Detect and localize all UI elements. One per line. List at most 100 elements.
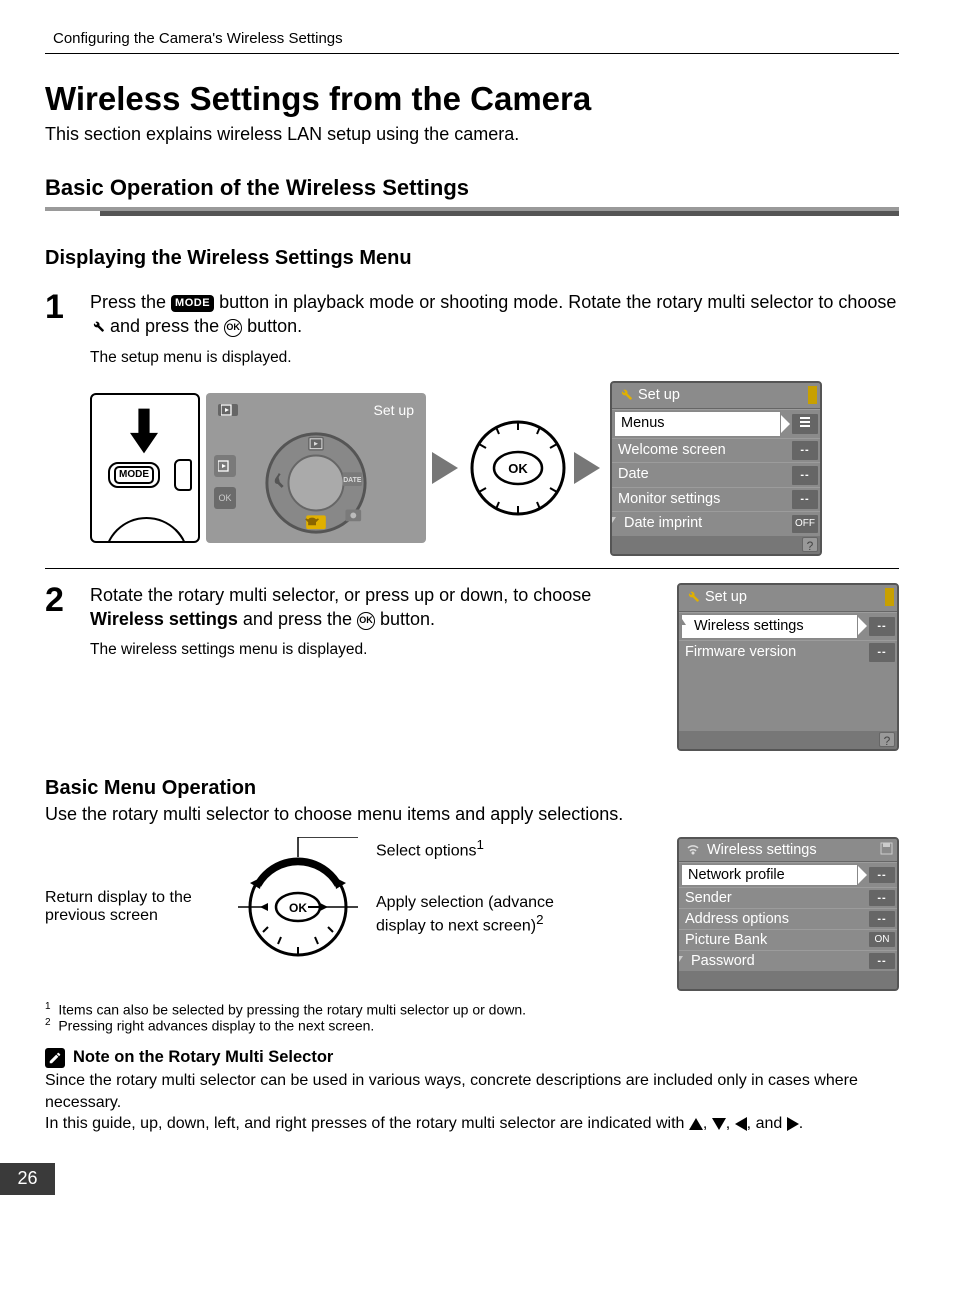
setup-menu-2: Set up Wireless settings -- Firmware ver… — [677, 583, 899, 751]
menu-label: Picture Bank — [679, 930, 869, 950]
note-heading: Note on the Rotary Multi Selector — [45, 1048, 899, 1068]
menu-value: -- — [792, 466, 818, 485]
step2-bold: Wireless settings — [90, 609, 238, 629]
menu-value: ON — [869, 932, 895, 947]
menu-value: -- — [869, 890, 895, 906]
setup-menu-1: Set up Menus Welcome screen -- — [610, 381, 822, 556]
step1-graphics: MODE Set up — [90, 381, 899, 556]
step1-text-c: and press the — [110, 316, 224, 336]
subsection-heading: Displaying the Wireless Settings Menu — [45, 247, 899, 270]
svg-text:OK: OK — [289, 901, 307, 915]
down-triangle-icon — [712, 1118, 726, 1130]
menu-title: Set up — [705, 589, 747, 605]
menu-value: -- — [869, 911, 895, 927]
bmo-right-caption-1: Select options1 — [376, 837, 576, 860]
arrow-right-icon — [574, 452, 604, 484]
menu-row-network-profile: Network profile -- — [679, 862, 897, 887]
menu-value: -- — [869, 953, 895, 969]
menu-label: Network profile — [681, 864, 858, 886]
scrollbar-icon — [808, 386, 817, 404]
help-icon: ? — [802, 537, 818, 552]
up-triangle-icon — [689, 1118, 703, 1130]
menu-label: Date imprint — [618, 515, 702, 531]
rotary-dial-icon: OK — [468, 418, 568, 518]
menu-value: -- — [869, 617, 895, 636]
mode-button: MODE — [108, 462, 160, 488]
wireless-icon — [685, 842, 701, 860]
rotary-selector-diagram: OK — [238, 837, 358, 967]
camera-mode-panel: MODE — [90, 393, 200, 543]
menu-row: Password -- — [679, 950, 897, 971]
help-icon: ? — [879, 732, 895, 747]
menu-value: -- — [792, 490, 818, 509]
wrench-icon — [90, 315, 105, 339]
menu-label: Menus — [614, 411, 781, 437]
step-2: 2 Rotate the rotary multi selector, or p… — [45, 583, 899, 763]
step2-text-c: button. — [380, 609, 435, 629]
ok-small-icon: OK — [214, 487, 236, 509]
pencil-icon — [45, 1048, 65, 1068]
menu-label: Password — [685, 953, 755, 969]
step-number: 2 — [45, 583, 90, 751]
menu-row: Address options -- — [679, 908, 897, 929]
chevron-right-icon — [858, 866, 867, 884]
camera-nub — [174, 459, 192, 491]
menu-row: Date -- — [612, 462, 820, 487]
wrench-icon — [618, 386, 633, 408]
playback-icon — [218, 404, 238, 416]
wrench-icon — [685, 588, 700, 610]
svg-text:OK: OK — [508, 461, 528, 476]
menu-label: Address options — [679, 909, 869, 929]
menu-label: Date — [612, 463, 792, 487]
bmo-heading: Basic Menu Operation — [45, 777, 899, 800]
step-1: 1 Press the MODE button in playback mode… — [45, 290, 899, 569]
scrollbar-icon — [885, 588, 894, 606]
left-triangle-icon — [735, 1117, 747, 1131]
menu-row: Picture Bank ON — [679, 929, 897, 950]
menu-value: -- — [869, 643, 895, 662]
step2-note: The wireless settings menu is displayed. — [90, 640, 657, 661]
page-number: 26 — [0, 1163, 55, 1195]
step2-text-b: and press the — [243, 609, 357, 629]
chevron-right-icon — [858, 617, 867, 635]
mode-icon: MODE — [171, 295, 214, 312]
down-arrow-icon — [130, 407, 158, 455]
intro-text: This section explains wireless LAN setup… — [45, 124, 899, 145]
camera-lcd: Set up OK — [206, 393, 426, 543]
camera-dial — [104, 517, 189, 543]
menu-title: Wireless settings — [707, 842, 817, 858]
arrow-right-icon — [432, 452, 462, 484]
menu-row-wireless: Wireless settings -- — [679, 612, 897, 641]
menu-label: Firmware version — [679, 641, 869, 665]
chevron-up-icon — [678, 619, 686, 625]
menu-title: Set up — [638, 387, 680, 403]
step1-text-b: button in playback mode or shooting mode… — [219, 292, 896, 312]
step-number: 1 — [45, 290, 90, 556]
menu-label: Welcome screen — [612, 439, 792, 463]
running-header: Configuring the Camera's Wireless Settin… — [45, 30, 899, 54]
bmo-diagram: Return display to the previous screen OK — [45, 837, 899, 991]
chevron-down-icon — [610, 517, 616, 523]
menu-value: -- — [792, 441, 818, 460]
menu-row: Firmware version -- — [679, 640, 897, 665]
chevron-right-icon — [781, 415, 790, 433]
save-icon — [880, 842, 893, 859]
bmo-left-caption: Return display to the previous screen — [45, 837, 220, 925]
ok-icon: OK — [224, 319, 242, 337]
playback-mode-icon — [214, 455, 236, 477]
bmo-right-caption-2: Apply selection (advance display to next… — [376, 894, 576, 935]
menu-row: Date imprint OFF — [612, 511, 820, 536]
step1-text-d: button. — [247, 316, 302, 336]
menu-label: Wireless settings — [688, 618, 804, 634]
chevron-down-icon — [677, 956, 683, 962]
svg-text:DATE: DATE — [343, 477, 362, 484]
section-heading: Basic Operation of the Wireless Settings — [45, 175, 899, 201]
lcd-title: Set up — [374, 401, 414, 420]
menu-row: Sender -- — [679, 887, 897, 908]
right-triangle-icon — [787, 1117, 799, 1131]
step1-text-a: Press the — [90, 292, 171, 312]
menu-label: Sender — [679, 888, 869, 908]
bmo-intro: Use the rotary multi selector to choose … — [45, 804, 899, 825]
mode-dial-icon: DATE — [257, 429, 375, 537]
list-icon — [792, 414, 818, 435]
